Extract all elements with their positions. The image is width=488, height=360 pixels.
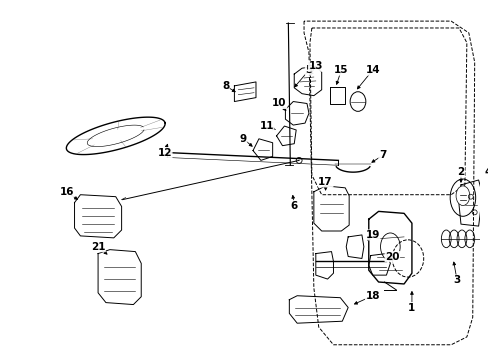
Text: 7: 7 — [378, 150, 386, 161]
Text: 19: 19 — [365, 230, 379, 240]
Text: 9: 9 — [239, 134, 246, 144]
Text: 2: 2 — [456, 167, 464, 177]
Text: 4: 4 — [484, 167, 488, 177]
Text: 12: 12 — [157, 148, 172, 158]
Text: 3: 3 — [452, 275, 460, 285]
Text: 21: 21 — [91, 242, 105, 252]
Text: 6: 6 — [290, 201, 297, 211]
Text: 16: 16 — [60, 187, 74, 197]
Text: 15: 15 — [333, 65, 348, 75]
Text: 20: 20 — [384, 252, 399, 261]
Text: 13: 13 — [308, 61, 323, 71]
Text: 18: 18 — [365, 291, 379, 301]
Ellipse shape — [455, 186, 469, 206]
Text: 1: 1 — [407, 302, 415, 312]
Text: 14: 14 — [365, 65, 379, 75]
Text: 10: 10 — [272, 99, 286, 108]
Text: 11: 11 — [259, 121, 273, 131]
Text: 5: 5 — [305, 65, 312, 75]
Text: 8: 8 — [222, 81, 229, 91]
Text: 17: 17 — [318, 177, 332, 187]
